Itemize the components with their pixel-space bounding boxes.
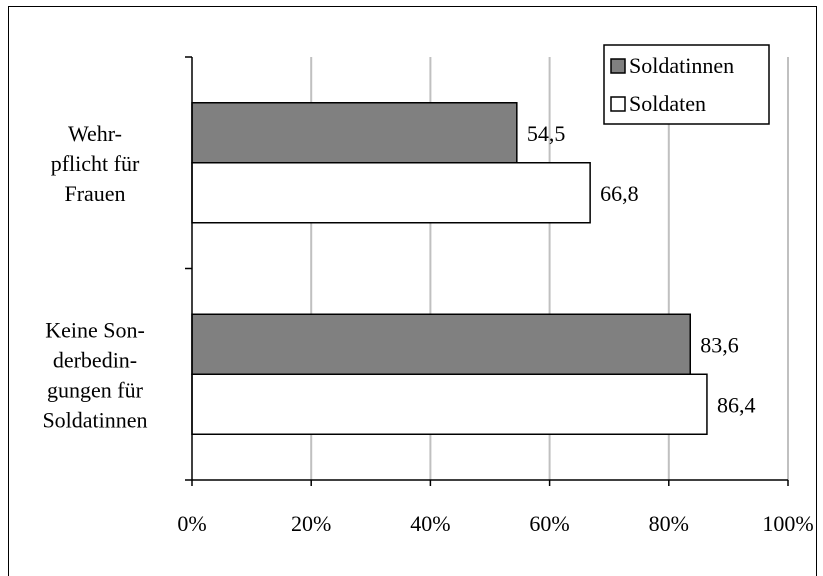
chart-frame [8,6,817,576]
data-label: 83,6 [700,332,739,357]
legend-box [603,44,770,125]
bar-soldaten [191,373,708,435]
axes [185,56,789,486]
legend-swatch-soldaten [610,96,626,112]
x-tick-label: 20% [291,511,331,536]
x-tick-label: 0% [177,511,206,536]
legend: Soldatinnen Soldaten [603,44,770,125]
x-tick-label: 60% [529,511,569,536]
legend-label-soldaten: Soldaten [629,91,706,116]
bar-soldatinnen [191,102,518,164]
bars [191,102,708,435]
data-label: 86,4 [717,392,756,417]
x-tick-label: 100% [762,511,813,536]
legend-label-soldatinnen: Soldatinnen [629,53,734,78]
data-label: 66,8 [600,181,639,206]
category-label: Keine Son-derbedin-gungen für Soldatinnen [42,317,147,432]
legend-swatch-soldatinnen [610,58,626,74]
data-label: 54,5 [527,121,566,146]
bar-soldatinnen [191,313,692,375]
x-tick-label: 40% [410,511,450,536]
x-tick-label: 80% [649,511,689,536]
category-label: Wehr-pflicht für Frauen [51,121,140,206]
labels: 0% 20% 40% 60% 80% 100% 54,5 66,8 Wehr-pflicht f… [42,121,813,536]
bar-soldaten [191,162,591,224]
